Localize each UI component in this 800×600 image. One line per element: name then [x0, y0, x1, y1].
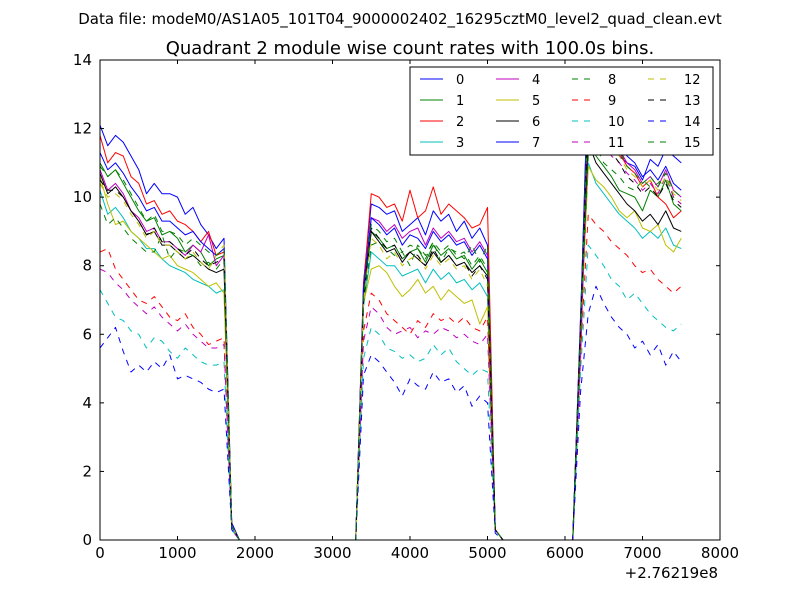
y-tick-label: 8 — [82, 257, 92, 275]
legend-label-4: 4 — [532, 73, 540, 88]
legend-label-3: 3 — [456, 136, 464, 151]
y-tick-label: 6 — [82, 325, 92, 343]
legend-label-11: 11 — [608, 136, 625, 151]
legend-box — [409, 66, 714, 156]
x-tick-label: 5000 — [468, 544, 506, 562]
legend-label-7: 7 — [532, 136, 540, 151]
axes: 0 1000 2000 3000 4000 5000 6000 7000 80000246810… — [73, 51, 739, 562]
x-tick-label: 0 — [95, 544, 105, 562]
legend-label-13: 13 — [684, 94, 701, 109]
legend-label-14: 14 — [684, 115, 701, 130]
plot-area — [100, 66, 682, 540]
legend-label-2: 2 — [456, 115, 464, 130]
series-line-8 — [100, 145, 682, 540]
legend-label-0: 0 — [456, 73, 464, 88]
series-line-10 — [100, 244, 682, 540]
y-tick-label: 2 — [82, 462, 92, 480]
series-line-7 — [100, 66, 682, 540]
x-tick-label: 7000 — [623, 544, 661, 562]
x-offset-label: +2.76219e8 — [625, 564, 718, 582]
y-tick-label: 4 — [82, 394, 92, 412]
x-tick-label: 4000 — [391, 544, 429, 562]
y-tick-label: 14 — [73, 51, 92, 69]
x-tick-label: 6000 — [546, 544, 584, 562]
series-line-13 — [100, 107, 682, 540]
x-tick-label: 3000 — [313, 544, 351, 562]
x-tick-label: 2000 — [236, 544, 274, 562]
x-tick-label: 8000 — [701, 544, 739, 562]
legend-label-1: 1 — [456, 94, 464, 109]
legend-label-10: 10 — [608, 115, 625, 130]
series-line-14 — [100, 285, 682, 540]
legend-label-6: 6 — [532, 115, 540, 130]
series-line-11 — [100, 114, 682, 540]
y-tick-label: 0 — [82, 531, 92, 549]
legend-label-15: 15 — [684, 136, 701, 151]
y-tick-label: 10 — [73, 188, 92, 206]
legend-label-12: 12 — [684, 73, 701, 88]
legend-label-5: 5 — [532, 94, 540, 109]
legend-label-9: 9 — [608, 94, 616, 109]
y-tick-label: 12 — [73, 120, 92, 138]
series-line-15 — [100, 97, 682, 540]
chart-title: Quadrant 2 module wise count rates with … — [166, 38, 655, 59]
figure-suptitle: Data file: modeM0/AS1A05_101T04_90000024… — [78, 10, 722, 29]
legend-label-8: 8 — [608, 73, 616, 88]
series-group — [100, 66, 682, 540]
x-tick-label: 1000 — [158, 544, 196, 562]
